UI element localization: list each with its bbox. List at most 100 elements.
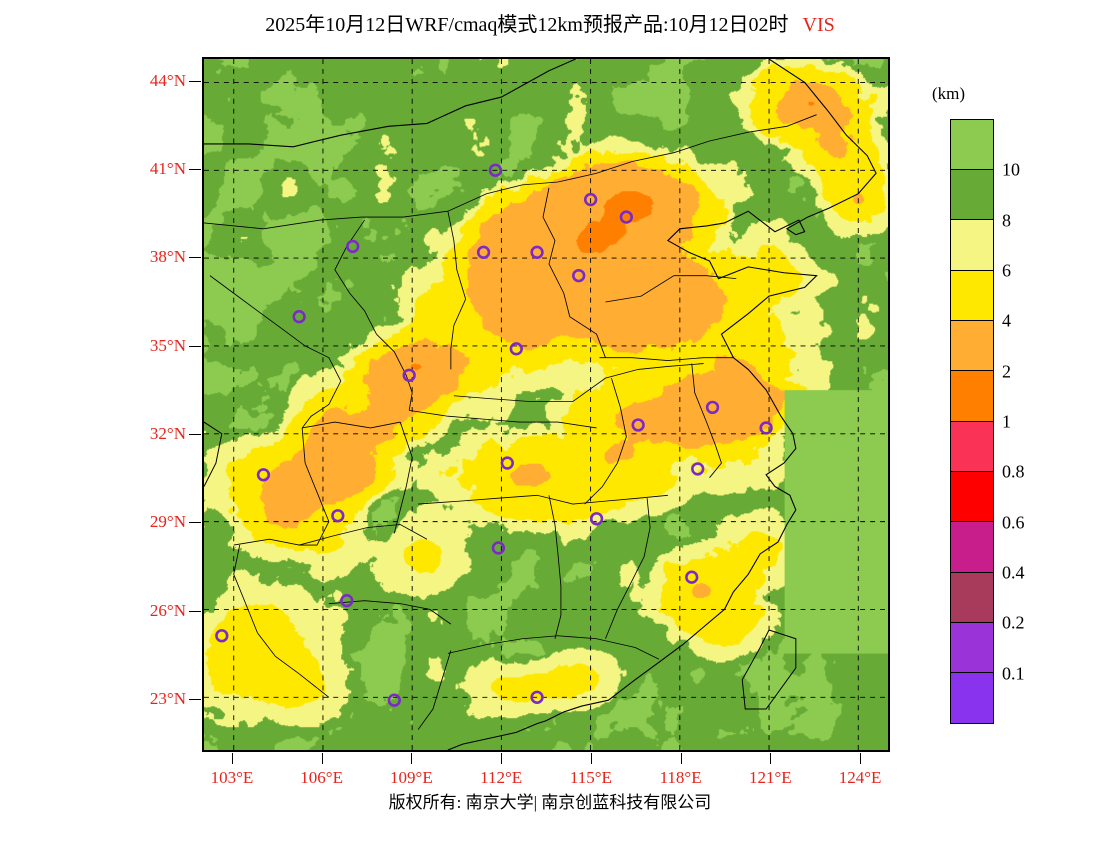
province-boundary xyxy=(302,421,401,429)
province-boundary xyxy=(233,545,330,698)
title-main-text: 2025年10月12日WRF/cmaq模式12km预报产品:10月12日02时 xyxy=(265,14,789,36)
station-marker[interactable] xyxy=(759,421,773,435)
x-axis-label: 124°E xyxy=(838,768,882,787)
station-marker[interactable] xyxy=(530,245,544,259)
province-boundary xyxy=(548,495,562,639)
province-boundary xyxy=(599,357,734,361)
province-boundary xyxy=(605,498,651,639)
y-axis-tick xyxy=(189,168,201,170)
station-marker[interactable] xyxy=(488,163,503,177)
y-axis-tick xyxy=(189,345,201,347)
station-marker[interactable] xyxy=(331,509,345,523)
y-axis-label: 23°N xyxy=(149,688,186,708)
colorbar-tick-label: 6 xyxy=(1002,260,1011,281)
province-boundary xyxy=(418,494,668,505)
taiwan-island xyxy=(741,629,797,710)
title-variable-label: VIS xyxy=(802,14,835,36)
province-boundary xyxy=(417,650,452,730)
station-marker[interactable] xyxy=(705,400,720,415)
colorbar-tick-label: 0.6 xyxy=(1002,512,1025,533)
y-axis-tick xyxy=(189,698,201,700)
x-axis-tick xyxy=(231,753,233,764)
colorbar-band[interactable] xyxy=(950,168,994,221)
province-boundary xyxy=(328,600,452,625)
station-marker[interactable] xyxy=(691,462,705,476)
station-marker[interactable] xyxy=(583,192,598,207)
province-boundary xyxy=(209,275,342,429)
y-axis-label: 35°N xyxy=(149,335,186,355)
colorbar-band[interactable] xyxy=(950,521,994,573)
station-marker[interactable] xyxy=(589,512,604,526)
colorbar-band[interactable] xyxy=(950,118,994,171)
colorbar-band[interactable] xyxy=(950,420,994,473)
y-axis-label: 29°N xyxy=(149,512,186,532)
province-boundary xyxy=(453,363,704,403)
x-axis-tick xyxy=(770,753,772,764)
map-plot-area[interactable] xyxy=(202,57,890,752)
colorbar-tick-label: 0.2 xyxy=(1002,612,1025,633)
y-axis-tick xyxy=(189,80,201,82)
station-marker[interactable] xyxy=(215,629,229,643)
province-boundary xyxy=(584,378,627,505)
colorbar-band[interactable] xyxy=(950,269,994,322)
colorbar-band[interactable] xyxy=(950,470,994,523)
page-title: 2025年10月12日WRF/cmaq模式12km预报产品:10月12日02时 V… xyxy=(0,8,1100,37)
province-boundary xyxy=(204,114,817,230)
national-coastline xyxy=(447,59,877,750)
province-boundary xyxy=(376,333,413,411)
x-axis-label: 109°E xyxy=(390,768,433,787)
province-boundary xyxy=(447,211,467,370)
colorbar-tick-label: 8 xyxy=(1002,210,1011,231)
map-overlay-layer xyxy=(204,59,888,750)
colorbar-band[interactable] xyxy=(950,571,994,624)
colorbar-band[interactable] xyxy=(950,319,994,372)
x-axis-tick xyxy=(321,753,323,764)
station-marker[interactable] xyxy=(631,418,645,432)
colorbar-band[interactable] xyxy=(950,370,994,422)
colorbar-tick-label: 1 xyxy=(1002,411,1011,432)
station-marker[interactable] xyxy=(256,468,271,482)
station-marker[interactable] xyxy=(346,239,360,254)
province-boundary xyxy=(299,427,330,546)
station-marker[interactable] xyxy=(340,594,354,608)
station-marker[interactable] xyxy=(619,210,633,224)
station-marker[interactable] xyxy=(572,268,586,283)
station-marker[interactable] xyxy=(491,541,506,555)
x-axis-tick xyxy=(680,753,682,764)
x-axis-tick xyxy=(860,753,862,764)
colorbar-tick-label: 4 xyxy=(1002,310,1011,331)
province-boundary xyxy=(233,524,428,546)
colorbar-tick-label: 0.1 xyxy=(1002,663,1025,684)
x-axis-tick xyxy=(501,753,503,764)
station-marker[interactable] xyxy=(476,245,491,259)
province-boundary xyxy=(691,363,722,478)
colorbar-band[interactable] xyxy=(950,621,994,674)
province-boundary xyxy=(542,187,606,358)
y-axis-tick xyxy=(189,433,201,435)
y-axis-label: 44°N xyxy=(149,70,186,90)
colorbar-unit-label: (km) xyxy=(932,84,966,103)
station-marker[interactable] xyxy=(500,456,514,470)
x-axis-label: 103°E xyxy=(210,768,254,787)
station-marker[interactable] xyxy=(402,368,416,382)
colorbar-tick-label: 10 xyxy=(1002,159,1020,180)
station-marker[interactable] xyxy=(685,570,699,584)
station-marker[interactable] xyxy=(387,693,401,707)
station-marker[interactable] xyxy=(509,342,523,356)
province-boundary xyxy=(605,275,737,303)
x-axis-label: 106°E xyxy=(300,768,343,787)
y-axis-label: 32°N xyxy=(149,423,186,443)
station-marker[interactable] xyxy=(292,310,306,324)
x-axis-label: 118°E xyxy=(659,768,702,787)
station-marker[interactable] xyxy=(530,690,544,704)
province-boundary xyxy=(334,219,377,335)
y-axis-label: 41°N xyxy=(149,158,186,178)
y-axis-tick xyxy=(189,610,201,612)
colorbar-band[interactable] xyxy=(950,672,994,724)
x-axis-tick xyxy=(590,753,592,764)
colorbar-band[interactable] xyxy=(950,219,994,271)
colorbar[interactable]: 10 8 6 4 2 1 0.8 0.6 0.4 0.2 0.1 xyxy=(950,118,1025,724)
colorbar-tick-label: 0.4 xyxy=(1002,562,1025,583)
western-boundary xyxy=(204,421,223,487)
